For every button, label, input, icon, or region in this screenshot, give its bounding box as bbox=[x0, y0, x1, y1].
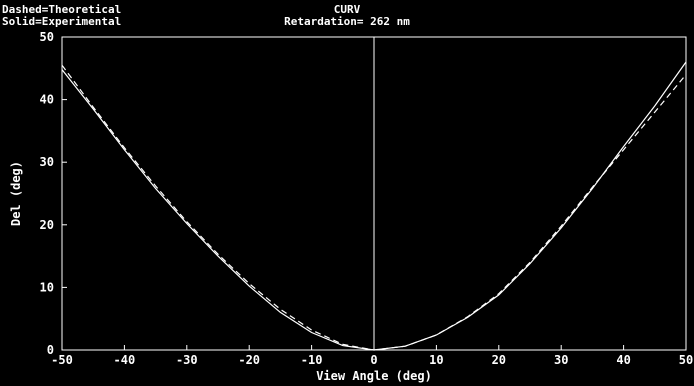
y-tick-label: 30 bbox=[40, 155, 54, 169]
legend-solid-label: Solid=Experimental bbox=[2, 15, 122, 28]
x-tick-label: -10 bbox=[301, 353, 323, 367]
x-tick-label: 0 bbox=[370, 353, 377, 367]
y-tick-label: 20 bbox=[40, 218, 54, 232]
x-tick-label: -30 bbox=[176, 353, 198, 367]
legend-dashed-label: Dashed=Theoretical bbox=[2, 3, 122, 16]
y-tick-label: 10 bbox=[40, 280, 54, 294]
x-tick-label: 30 bbox=[554, 353, 568, 367]
x-tick-label: 40 bbox=[616, 353, 630, 367]
chart-subtitle: Retardation= 262 nm bbox=[284, 15, 410, 28]
x-axis-label: View Angle (deg) bbox=[316, 369, 432, 383]
x-tick-label: -50 bbox=[51, 353, 73, 367]
y-tick-label: 50 bbox=[40, 30, 54, 44]
x-tick-label: 50 bbox=[679, 353, 693, 367]
y-axis-label: Del (deg) bbox=[9, 161, 23, 226]
y-tick-label: 0 bbox=[47, 343, 54, 357]
x-tick-label: -20 bbox=[238, 353, 260, 367]
y-tick-label: 40 bbox=[40, 93, 54, 107]
x-tick-label: -40 bbox=[114, 353, 136, 367]
x-tick-label: 10 bbox=[429, 353, 443, 367]
tick-group: -50 -40 -30 -20 -10 0 10 20 30 40 50 0 10 20 30 40 50 bbox=[40, 30, 694, 367]
chart-title: CURV bbox=[333, 3, 361, 16]
x-tick-label: 20 bbox=[492, 353, 506, 367]
